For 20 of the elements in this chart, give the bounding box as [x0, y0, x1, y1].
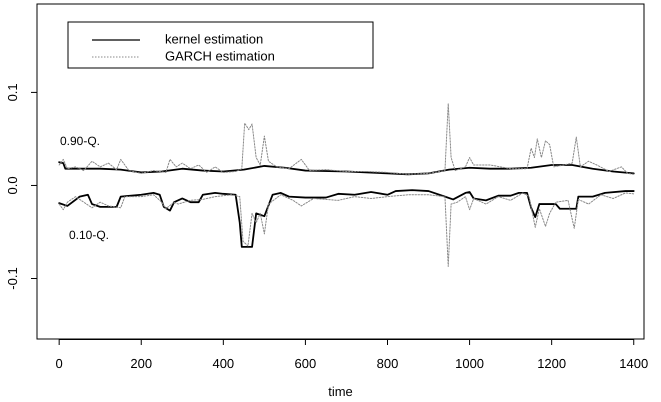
x-tick-label: 400 — [212, 356, 234, 371]
x-tick-label: 600 — [294, 356, 316, 371]
line-series — [58, 161, 635, 176]
x-tick-label: 1000 — [455, 356, 484, 371]
line-series — [58, 189, 635, 248]
x-tick-label: 800 — [376, 356, 398, 371]
x-tick-label: 0 — [56, 356, 63, 371]
annotation: 0.90-Q. — [60, 134, 100, 148]
y-tick-label: -0.1 — [5, 267, 20, 290]
legend-label: kernel estimation — [165, 31, 264, 46]
annotation: 0.10-Q. — [68, 228, 110, 242]
x-tick-label: 1200 — [537, 356, 566, 371]
x-tick-label: 1400 — [619, 356, 648, 371]
line-series — [58, 192, 634, 267]
x-tick-label: 200 — [130, 356, 152, 371]
x-axis-title: time — [328, 384, 353, 399]
y-tick-label: 0.0 — [5, 176, 20, 194]
legend-label: GARCH estimation — [165, 48, 275, 64]
y-tick-label: 0.1 — [5, 83, 20, 102]
line-series — [58, 103, 634, 175]
